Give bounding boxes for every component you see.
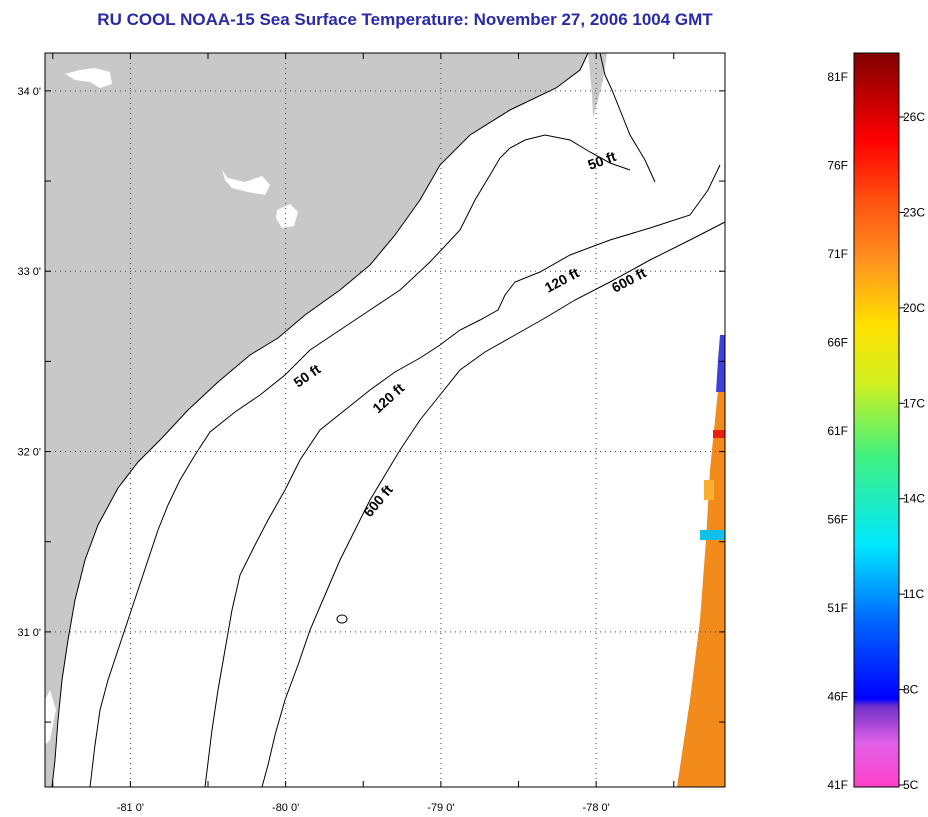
fahrenheit-label: 66F [827, 336, 848, 350]
map-title: RU COOL NOAA-15 Sea Surface Temperature:… [97, 10, 713, 29]
fahrenheit-label: 51F [827, 601, 848, 615]
contour-600ft [261, 221, 726, 788]
celsius-label: 17C [903, 396, 925, 410]
celsius-label: 8C [903, 683, 919, 697]
lat-tick-label: 32 0' [17, 447, 41, 459]
lon-tick-label: -79 0' [427, 802, 454, 814]
celsius-label: 26C [903, 110, 925, 124]
lon-tick-label: -81 0' [117, 802, 144, 814]
land-north [588, 53, 607, 118]
contour-50ft-north [459, 134, 631, 231]
contour-120ft [204, 164, 721, 788]
sst-swath-cool [716, 335, 725, 392]
sst-swath-cold-spot [700, 530, 725, 540]
fahrenheit-label: 46F [827, 690, 848, 704]
sst-swath [677, 335, 725, 787]
fahrenheit-label: 56F [827, 513, 848, 527]
lon-ticks: -81 0' -80 0' -79 0' -78 0' [52, 53, 675, 814]
celsius-label: 20C [903, 301, 925, 315]
fahrenheit-label: 61F [827, 424, 848, 438]
celsius-label: 14C [903, 492, 925, 506]
fahrenheit-labels: 81F 76F 71F 66F 61F 56F 51F 46F 41F [827, 70, 848, 792]
lat-tick-label: 34 0' [17, 86, 41, 98]
celsius-label: 5C [903, 778, 919, 792]
celsius-label: 11C [903, 587, 924, 601]
coastline [51, 52, 589, 788]
inland-lake [45, 690, 56, 745]
lon-tick-label: -78 0' [583, 802, 610, 814]
map-frame [44, 52, 726, 788]
sst-swath-red-spot [713, 430, 725, 438]
sst-swath-amber-spot [704, 480, 714, 500]
lat-tick-label: 33 0' [17, 266, 41, 278]
lat-tick-label: 31 0' [17, 627, 41, 639]
fahrenheit-label: 76F [827, 159, 848, 173]
celsius-label: 23C [903, 205, 925, 219]
fahrenheit-label: 71F [827, 247, 848, 261]
inland-lake [65, 68, 112, 88]
inland-lake [222, 170, 270, 195]
lon-tick-label: -80 0' [272, 802, 299, 814]
inland-lake [276, 204, 298, 228]
grid-lines [45, 53, 725, 787]
fahrenheit-label: 81F [827, 70, 848, 84]
coastline-north [599, 52, 656, 183]
lat-ticks: 34 0' 33 0' 32 0' 31 0' [17, 86, 725, 723]
celsius-labels: 26C 23C 20C 17C 14C 11C 8C 5C [899, 110, 925, 792]
land-mass [45, 53, 588, 787]
contour-50ft [89, 229, 461, 788]
seamount-contour [336, 614, 348, 624]
color-scale-gradient [853, 52, 900, 788]
fahrenheit-label: 41F [827, 778, 848, 792]
